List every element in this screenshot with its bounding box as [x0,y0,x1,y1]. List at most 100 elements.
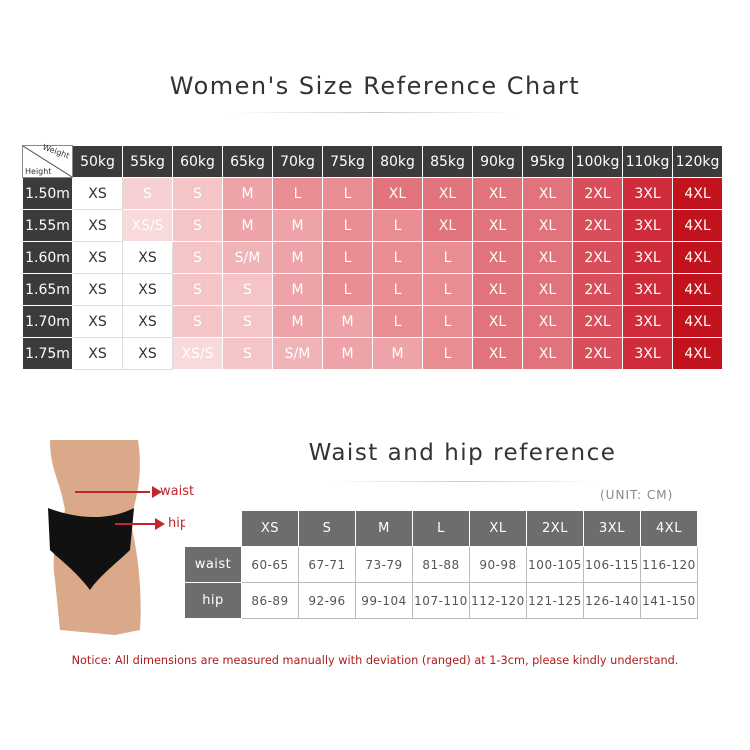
size-cell: 2XL [572,209,623,242]
height-header: 1.60m [22,241,73,274]
measure-row: hip 86-89 92-96 99-104 107-110 112-120 121-125… [184,582,698,619]
size-header: 4XL [640,510,698,547]
size-cell: XS/S [122,209,173,242]
size-header: S [298,510,356,547]
weight-header: 100kg [572,145,623,178]
notice: Notice: All dimensions are measured manu… [71,654,679,667]
size-row: 1.65m XS XS S S M L L L XL XL 2XL 3XL 4XL [22,273,723,306]
height-header: 1.65m [22,273,73,306]
weight-header: 75kg [322,145,373,178]
size-cell: XS [122,305,173,338]
size-cell: L [372,305,423,338]
height-header: 1.75m [22,337,73,370]
size-header: 2XL [526,510,584,547]
weight-header: 120kg [672,145,723,178]
size-cell: XL [422,209,473,242]
weight-header: 65kg [222,145,273,178]
measure-cell: 107-110 [412,582,470,619]
weight-header: 110kg [622,145,673,178]
size-cell: XL [422,177,473,210]
waist-label: waist [160,484,195,499]
measure-cell: 92-96 [298,582,356,619]
size-cell: L [422,305,473,338]
measure-cell: 67-71 [298,546,356,583]
size-cell: M [372,337,423,370]
measure-cell: 99-104 [355,582,413,619]
measure-cell: 86-89 [241,582,299,619]
size-cell: S [172,305,223,338]
height-header: 1.55m [22,209,73,242]
size-cell: S [172,241,223,274]
figure [48,440,165,635]
size-cell: M [272,209,323,242]
size-cell: 4XL [672,177,723,210]
measure-cell: 141-150 [640,582,698,619]
divider [230,112,520,113]
size-cell: XL [472,273,523,306]
size-cell: 4XL [672,337,723,370]
size-row: 1.70m XS XS S S M M L L XL XL 2XL 3XL 4XL [22,305,723,338]
size-cell: L [322,273,373,306]
size-cell: 2XL [572,241,623,274]
size-row: 1.50m XS S S M L L XL XL XL XL 2XL 3XL 4XL [22,177,723,210]
size-cell: M [322,305,373,338]
size-cell: L [422,241,473,274]
size-row: 1.55m XS XS/S S M M L L XL XL XL 2XL 3XL 4XL [22,209,723,242]
size-cell: M [272,241,323,274]
hip-label: hip [168,516,189,531]
size-cell: XL [522,241,573,274]
size-cell: 3XL [622,337,673,370]
measure-cell: 100-105 [526,546,584,583]
weight-header: 50kg [72,145,123,178]
header-row: Weight Height 50kg 55kg 60kg 65kg 70kg 75kg 80kg… [22,143,723,178]
size-cell: XS [122,337,173,370]
size-cell: 3XL [622,177,673,210]
size-row: 1.60m XS XS S S/M M L L L XL XL 2XL 3XL 4XL [22,241,723,274]
unit: (UNIT: CM) [600,488,674,502]
blank-cell [184,510,242,547]
size-cell: L [372,273,423,306]
size-cell: 4XL [672,305,723,338]
size-cell: XL [472,209,523,242]
subtitle: Waist and hip reference [308,440,617,466]
measure-cell: 73-79 [355,546,413,583]
size-cell: S [222,273,273,306]
size-cell: 4XL [672,241,723,274]
size-cell: XL [472,305,523,338]
size-header: XL [469,510,527,547]
size-header: 3XL [583,510,641,547]
size-cell: XS [122,241,173,274]
size-cell: 3XL [622,241,673,274]
weight-header: 55kg [122,145,173,178]
size-cell: XS [72,209,123,242]
header-row: XS S M L XL 2XL 3XL 4XL [184,510,698,547]
size-cell: M [222,177,273,210]
arrow-head [152,486,162,498]
size-cell: S [172,273,223,306]
corner-diagonal [23,146,72,177]
size-cell: 2XL [572,305,623,338]
size-cell: L [422,273,473,306]
size-cell: L [272,177,323,210]
row-label: waist [184,546,242,583]
size-cell: 3XL [622,273,673,306]
size-cell: L [322,241,373,274]
size-header: L [412,510,470,547]
size-cell: L [372,209,423,242]
size-cell: S [172,177,223,210]
size-cell: XL [522,177,573,210]
size-cell: S [122,177,173,210]
size-cell: L [322,177,373,210]
size-cell: XS/S [172,337,223,370]
size-header: M [355,510,413,547]
size-cell: XL [522,209,573,242]
size-cell: 4XL [672,273,723,306]
size-cell: XS [122,273,173,306]
corner-bottom: Height [25,167,52,176]
size-header: XS [241,510,299,547]
measure-cell: 90-98 [469,546,527,583]
measure-cell: 112-120 [469,582,527,619]
size-cell: L [372,241,423,274]
weight-header: 90kg [472,145,523,178]
